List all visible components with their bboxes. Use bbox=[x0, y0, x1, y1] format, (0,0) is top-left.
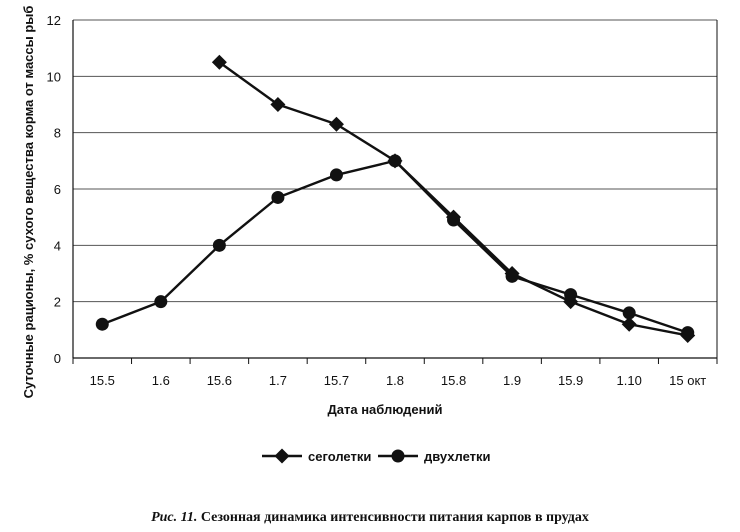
series-line-сеголетки bbox=[218, 61, 688, 337]
legend-item-двухлетки: двухлетки bbox=[378, 449, 491, 464]
x-tick-label-0: 15.5 bbox=[90, 373, 115, 388]
x-tick-label-10: 15 окт bbox=[669, 373, 706, 388]
grid-lines bbox=[73, 19, 717, 303]
y-tick-label-2: 2 bbox=[54, 295, 61, 310]
legend: сеголетки двухлетки bbox=[262, 448, 491, 464]
x-axis-title: Дата наблюдений bbox=[328, 402, 443, 417]
data-point-сеголетки-1.7 bbox=[270, 97, 286, 112]
data-point-двухлетки-1.10 bbox=[622, 306, 636, 320]
data-point-двухлетки-15.6 bbox=[212, 238, 226, 252]
series-двухлетки bbox=[95, 154, 695, 340]
data-point-двухлетки-15.5 bbox=[95, 317, 109, 331]
data-point-двухлетки-15.7 bbox=[329, 168, 343, 182]
legend-item-сеголетки: сеголетки bbox=[262, 448, 371, 464]
figure-caption: Рис. 11. Сезонная динамика интенсивности… bbox=[0, 510, 740, 526]
x-tick-labels: 15.5 1.6 15.6 1.7 15.7 1.8 15.8 1.9 15.9 1.10 15 о… bbox=[90, 373, 707, 388]
data-point-двухлетки-15.9 bbox=[564, 288, 578, 302]
data-point-двухлетки-15.8 bbox=[447, 213, 461, 227]
x-tick-label-1: 1.6 bbox=[152, 373, 170, 388]
legend-marker-двухлетки bbox=[391, 449, 405, 463]
x-tick-label-6: 15.8 bbox=[441, 373, 466, 388]
x-tick-label-4: 15.7 bbox=[324, 373, 349, 388]
x-tick-label-9: 1.10 bbox=[617, 373, 642, 388]
series-сеголетки bbox=[211, 54, 696, 343]
x-tick-label-7: 1.9 bbox=[503, 373, 521, 388]
data-point-двухлетки-15 окт bbox=[681, 326, 695, 340]
data-point-сеголетки-15.7 bbox=[328, 116, 344, 132]
data-point-сеголетки-1.10 bbox=[621, 316, 637, 332]
y-tick-label-10: 10 bbox=[47, 69, 61, 84]
figure-caption-text: Сезонная динамика интенсивности питания … bbox=[200, 510, 589, 525]
x-tick-label-8: 15.9 bbox=[558, 373, 583, 388]
axes bbox=[72, 20, 718, 364]
legend-label-двухлетки: двухлетки bbox=[424, 449, 491, 464]
series-line-двухлетки bbox=[101, 159, 689, 334]
legend-label-сеголетки: сеголетки bbox=[308, 449, 371, 464]
data-point-двухлетки-1.9 bbox=[505, 269, 519, 283]
data-point-сеголетки-15.6 bbox=[211, 54, 227, 70]
y-tick-label-4: 4 bbox=[54, 238, 61, 253]
y-tick-label-6: 6 bbox=[54, 182, 61, 197]
y-axis-title: Суточные рационы, % сухого вещества корм… bbox=[21, 6, 36, 399]
y-tick-label-12: 12 bbox=[47, 13, 61, 28]
data-point-двухлетки-1.8 bbox=[388, 154, 402, 168]
x-tick-label-5: 1.8 bbox=[386, 373, 404, 388]
x-tick-label-2: 15.6 bbox=[207, 373, 232, 388]
y-tick-label-8: 8 bbox=[54, 126, 61, 141]
data-point-двухлетки-1.7 bbox=[271, 190, 285, 204]
series-group bbox=[95, 54, 696, 343]
legend-marker-сеголетки bbox=[274, 448, 290, 464]
x-tick-label-3: 1.7 bbox=[269, 373, 287, 388]
figure-number: Рис. 11. bbox=[151, 510, 198, 525]
data-point-двухлетки-1.6 bbox=[154, 295, 168, 309]
y-tick-label-0: 0 bbox=[54, 351, 61, 366]
y-tick-labels: 0 2 4 6 8 10 12 bbox=[47, 13, 61, 366]
